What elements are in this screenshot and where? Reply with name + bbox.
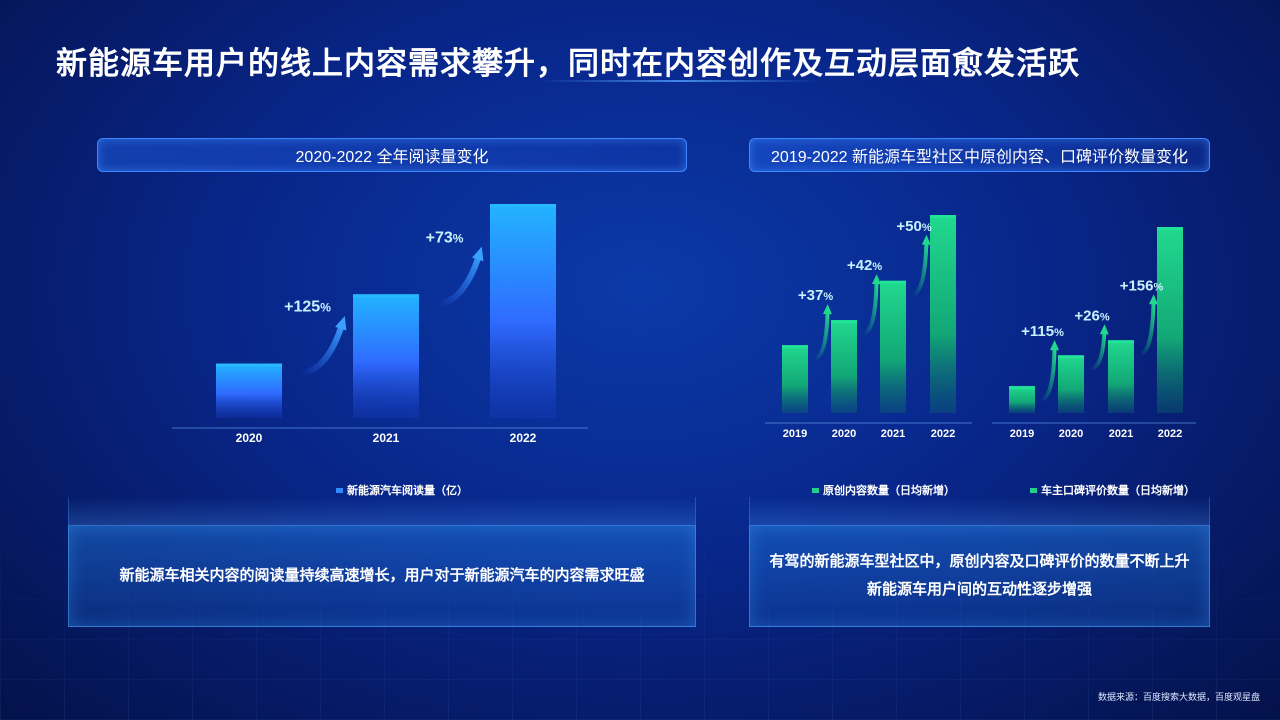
right-tick-label: 2020 xyxy=(1059,428,1083,440)
left-bar-cap-2021 xyxy=(353,294,419,298)
legend-swatch-green-b xyxy=(1030,487,1037,493)
left-bar-cap-2020 xyxy=(216,363,282,367)
mid-bar-2021 xyxy=(880,280,906,413)
right-growth-label: +156% xyxy=(1120,277,1164,294)
left-growth-label: +73% xyxy=(426,229,464,246)
left-legend: 新能源汽车阅读量（亿） xyxy=(336,482,468,498)
right-legend-b: 车主口碑评价数量（日均新增） xyxy=(1030,482,1195,498)
right-growth-label: +26% xyxy=(1074,307,1109,324)
left-bar-2020 xyxy=(216,363,282,418)
left-note-text: 新能源车相关内容的阅读量持续高速增长，用户对于新能源汽车的内容需求旺盛 xyxy=(119,567,645,584)
left-growth-label: +125% xyxy=(284,299,331,316)
legend-swatch-green-a xyxy=(812,487,819,493)
right-growth-arrowhead xyxy=(1149,294,1158,305)
right-growth-arrow xyxy=(1137,298,1156,357)
left-bar-cap-2022 xyxy=(490,204,556,207)
mid-growth-label: +50% xyxy=(896,218,931,235)
mid-bar-cap-2022 xyxy=(930,215,956,218)
mid-growth-arrowhead xyxy=(823,304,832,315)
mid-bar-cap-2021 xyxy=(880,280,906,284)
mid-tick-label: 2019 xyxy=(783,428,807,440)
mid-bar-2019 xyxy=(782,345,808,413)
right-bar-2022 xyxy=(1157,227,1183,413)
left-legend-label: 新能源汽车阅读量（亿） xyxy=(347,485,468,497)
right-growth-arrowhead xyxy=(1099,324,1109,335)
right-bar-cap-2022 xyxy=(1157,227,1183,230)
mid-bar-2020 xyxy=(831,320,857,413)
right-bar-2019 xyxy=(1009,386,1035,413)
mid-growth-arrowhead xyxy=(921,234,931,245)
page-title: 新能源车用户的线上内容需求攀升，同时在内容创作及互动层面愈发活跃 xyxy=(56,46,1080,81)
right-bar-cap-2021 xyxy=(1108,340,1134,344)
right-bar-cap-2020 xyxy=(1058,355,1084,359)
right-growth-arrow xyxy=(1038,344,1057,403)
right-note: 有驾的新能源车型社区中，原创内容及口碑评价的数量不断上升 新能源车用户间的互动性… xyxy=(749,525,1210,627)
left-bar-2022 xyxy=(490,204,556,418)
left-growth-arrowhead xyxy=(335,315,347,331)
source-note: 数据来源：百度搜索大数据，百度观星盘 xyxy=(1097,692,1260,702)
left-bar-2021 xyxy=(353,294,419,418)
right-tick-label: 2021 xyxy=(1109,428,1133,440)
left-tick-label: 2022 xyxy=(510,431,537,445)
right-legend-a-label: 原创内容数量（日均新增） xyxy=(823,485,955,497)
title-underline xyxy=(540,80,820,82)
right-legend-a: 原创内容数量（日均新增） xyxy=(812,482,955,498)
mid-growth-label: +42% xyxy=(847,257,882,274)
right-tick-label: 2022 xyxy=(1158,428,1182,440)
mid-growth-arrow xyxy=(910,238,929,297)
mid-bar-2022 xyxy=(930,215,956,413)
right-note-glow xyxy=(749,497,1210,525)
right-note-line1: 有驾的新能源车型社区中，原创内容及口碑评价的数量不断上升 xyxy=(769,553,1190,570)
right-note-line2: 新能源车用户间的互动性逐步增强 xyxy=(866,581,1092,598)
right-bar-2020 xyxy=(1058,355,1084,413)
mid-growth-arrow xyxy=(860,278,879,337)
left-growth-arrow xyxy=(296,320,346,377)
mid-tick-label: 2022 xyxy=(931,428,955,440)
mid-growth-arrowhead xyxy=(872,274,881,285)
mid-bar-cap-2020 xyxy=(831,320,857,324)
right-legend-b-label: 车主口碑评价数量（日均新增） xyxy=(1041,485,1195,497)
mid-tick-label: 2020 xyxy=(832,428,856,440)
left-growth-arrow xyxy=(433,251,483,308)
right-growth-arrowhead xyxy=(1050,340,1059,351)
right-tick-label: 2019 xyxy=(1010,428,1034,440)
left-growth-arrowhead xyxy=(472,246,484,262)
left-note: 新能源车相关内容的阅读量持续高速增长，用户对于新能源汽车的内容需求旺盛 xyxy=(68,525,696,627)
mid-bar-cap-2019 xyxy=(782,345,808,349)
mid-growth-arrow xyxy=(811,308,830,362)
left-note-glow xyxy=(68,497,696,525)
mid-growth-label: +37% xyxy=(798,287,833,304)
right-growth-arrow xyxy=(1088,328,1107,372)
mid-tick-label: 2021 xyxy=(881,428,905,440)
right-panel-header: 2019-2022 新能源车型社区中原创内容、口碑评价数量变化 xyxy=(749,138,1210,172)
left-tick-label: 2021 xyxy=(373,431,400,445)
left-panel-header: 2020-2022 全年阅读量变化 xyxy=(97,138,687,172)
legend-swatch-blue xyxy=(336,487,343,493)
right-bar-2021 xyxy=(1108,340,1134,413)
right-bar-cap-2019 xyxy=(1009,386,1035,390)
right-growth-label: +115% xyxy=(1021,323,1064,340)
left-tick-label: 2020 xyxy=(236,431,263,445)
